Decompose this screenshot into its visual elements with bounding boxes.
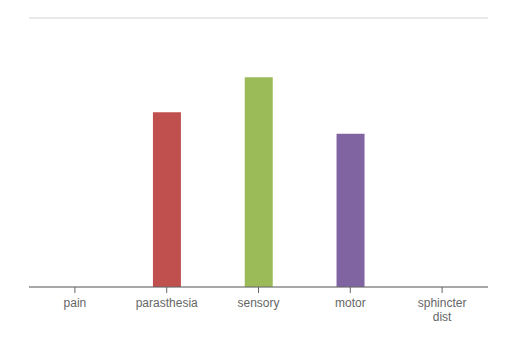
svg-text:sensory: sensory [237,296,279,310]
svg-text:pain: pain [64,296,87,310]
svg-text:motor: motor [335,296,366,310]
svg-text:parasthesia: parasthesia [136,296,198,310]
svg-text:sphincterdist: sphincterdist [418,296,467,324]
